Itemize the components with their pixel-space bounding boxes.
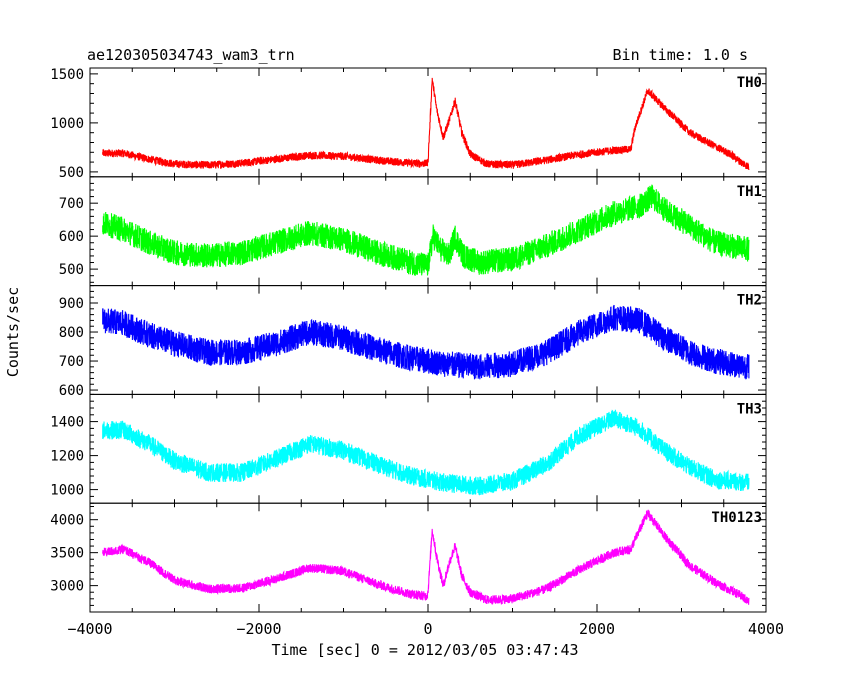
y-tick-label: 3000 bbox=[50, 579, 84, 595]
series-th0123 bbox=[102, 509, 750, 606]
panel-label-th3: TH3 bbox=[737, 401, 762, 417]
x-tick-label: −4000 bbox=[67, 620, 112, 638]
series-th1 bbox=[102, 184, 750, 276]
y-tick-label: 500 bbox=[59, 165, 84, 181]
y-tick-label: 1200 bbox=[50, 449, 84, 465]
y-axis-label: Counts/sec bbox=[4, 287, 22, 377]
panel-label-th1: TH1 bbox=[737, 184, 762, 200]
y-tick-label: 3500 bbox=[50, 546, 84, 562]
y-tick-label: 900 bbox=[59, 296, 84, 312]
chart-title: ae120305034743_wam3_trn bbox=[87, 46, 295, 64]
series-th0 bbox=[102, 77, 750, 171]
x-tick-label: −2000 bbox=[236, 620, 281, 638]
panel-label-th0: TH0 bbox=[737, 75, 762, 91]
panel-th3: 1000 1200 1400 TH3 bbox=[50, 393, 767, 504]
y-tick-label: 600 bbox=[59, 383, 84, 399]
x-tick-label: 0 bbox=[423, 620, 432, 638]
panel-th2: 600 700 800 900 TH2 bbox=[59, 285, 767, 399]
panel-th1: 500 600 700 TH1 bbox=[59, 176, 767, 287]
x-tick-label: 4000 bbox=[748, 620, 784, 638]
y-tick-label: 600 bbox=[59, 229, 84, 245]
y-tick-label: 500 bbox=[59, 262, 84, 278]
y-tick-label: 700 bbox=[59, 196, 84, 212]
series-th3 bbox=[102, 409, 750, 496]
x-axis-label: Time [sec] 0 = 2012/03/05 03:47:43 bbox=[271, 641, 578, 659]
y-tick-label: 800 bbox=[59, 325, 84, 341]
y-tick-label: 4000 bbox=[50, 513, 84, 529]
y-tick-label: 1500 bbox=[50, 67, 84, 83]
y-tick-label: 1000 bbox=[50, 116, 84, 132]
series-th2 bbox=[102, 304, 750, 380]
y-tick-label: 700 bbox=[59, 354, 84, 370]
panel-th0: 500 1000 1500 TH0 bbox=[50, 67, 767, 181]
panels-group: 500 1000 1500 TH0 500 600 700 TH1 600 700 800 900 TH… bbox=[50, 67, 784, 638]
bin-time-label: Bin time: 1.0 s bbox=[613, 46, 748, 64]
y-tick-label: 1400 bbox=[50, 415, 84, 431]
panel-label-th0123: TH0123 bbox=[711, 510, 762, 526]
panel-label-th2: TH2 bbox=[737, 293, 762, 309]
panel-th0123: 3000 3500 4000 TH0123 bbox=[50, 502, 767, 613]
y-tick-label: 1000 bbox=[50, 483, 84, 499]
x-tick-label: 2000 bbox=[579, 620, 615, 638]
